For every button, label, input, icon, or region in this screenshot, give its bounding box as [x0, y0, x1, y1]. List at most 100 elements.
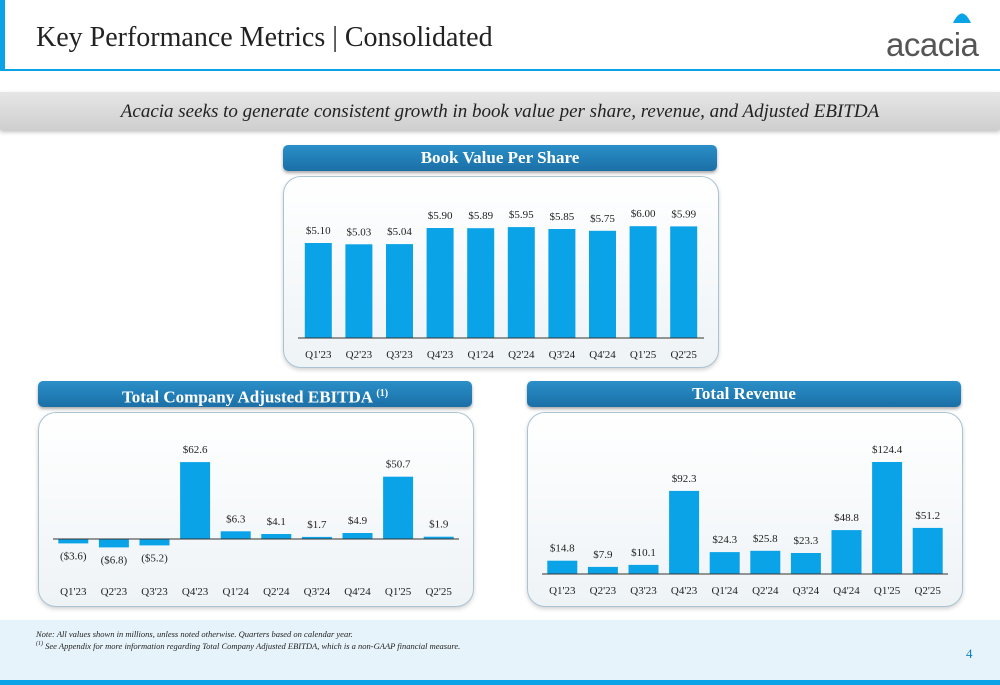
bvps-data-label: $5.99: [671, 208, 696, 220]
revenue-chart-title: Total Revenue: [527, 381, 961, 407]
revenue-chart: $14.8 Q1'23 $7.9 Q2'23 $10.1 Q3'23 $92.3 Q4'23 $…: [542, 444, 948, 597]
bvps-tick-label: Q2'25: [670, 349, 697, 361]
page-number: 4: [966, 646, 973, 661]
ebitda-tick-label: Q4'24: [344, 586, 371, 598]
footer-accent-bar: [0, 680, 1000, 685]
ebitda-bar: [98, 539, 129, 548]
bvps-tick-label: Q1'24: [467, 349, 494, 361]
bvps-bar: [507, 227, 535, 338]
bvps-bar: [426, 228, 454, 338]
ebitda-bar: [139, 539, 170, 546]
bvps-data-label: $5.75: [590, 213, 615, 225]
bvps-bar: [345, 244, 373, 338]
bvps-bar: [589, 230, 616, 338]
header-accent-bar: [0, 0, 5, 70]
ebitda-data-label: ($6.8): [101, 554, 128, 566]
bvps-tick-label: Q3'24: [549, 349, 576, 361]
bvps-data-label: $5.95: [509, 209, 534, 221]
revenue-bar: [587, 566, 618, 574]
revenue-chart-panel: $14.8 Q1'23 $7.9 Q2'23 $10.1 Q3'23 $92.3 Q4'23 $…: [527, 412, 963, 607]
revenue-tick-label: Q2'25: [914, 585, 941, 597]
revenue-data-label: $92.3: [672, 473, 697, 485]
ebitda-tick-label: Q2'24: [263, 586, 290, 598]
bvps-data-label: $5.04: [387, 226, 412, 238]
footnote-marker: (1): [36, 641, 43, 648]
ebitda-data-label: $6.3: [226, 513, 246, 525]
bvps-bar: [386, 244, 413, 338]
ebitda-bar: [58, 539, 89, 544]
revenue-tick-label: Q2'24: [752, 585, 779, 597]
revenue-data-label: $23.3: [794, 535, 819, 547]
ebitda-title-footnote: (1): [376, 388, 389, 399]
ebitda-bar: [301, 536, 332, 539]
revenue-tick-label: Q3'24: [793, 585, 820, 597]
revenue-data-label: $51.2: [915, 510, 940, 522]
revenue-tick-label: Q1'24: [711, 585, 738, 597]
bvps-title-text: Book Value Per Share: [420, 148, 580, 167]
revenue-bar: [669, 490, 700, 574]
revenue-tick-label: Q1'23: [549, 585, 576, 597]
ebitda-chart: ($3.6) Q1'23 ($6.8) Q2'23 ($5.2) Q3'23 $62.6 Q4…: [53, 444, 459, 598]
revenue-bar: [831, 530, 862, 574]
revenue-bar: [547, 560, 578, 574]
revenue-bar: [912, 527, 943, 574]
revenue-tick-label: Q2'23: [590, 585, 617, 597]
bvps-tick-label: Q1'25: [630, 349, 657, 361]
page-title: Key Performance Metrics | Consolidated: [36, 22, 493, 53]
ebitda-tick-label: Q1'23: [60, 586, 87, 598]
ebitda-bar: [383, 476, 414, 539]
revenue-data-label: $124.4: [872, 444, 903, 456]
footer-band: [0, 620, 1000, 680]
ebitda-data-label: ($5.2): [141, 552, 168, 564]
bvps-tick-label: Q1'23: [305, 349, 332, 361]
ebitda-bar: [261, 534, 292, 539]
bvps-data-label: $6.00: [631, 208, 656, 220]
bvps-bar: [304, 243, 332, 338]
revenue-bar: [709, 552, 740, 574]
ebitda-tick-label: Q3'23: [141, 586, 168, 598]
revenue-title-text: Total Revenue: [692, 384, 796, 403]
revenue-tick-label: Q3'23: [630, 585, 657, 597]
revenue-data-label: $14.8: [550, 543, 575, 555]
bvps-bar: [467, 228, 495, 338]
revenue-tick-label: Q4'23: [671, 585, 698, 597]
logo-text: acacia: [886, 26, 979, 63]
ebitda-bar: [423, 536, 454, 539]
ebitda-data-label: $50.7: [386, 459, 411, 471]
ebitda-data-label: $1.9: [429, 519, 449, 531]
ebitda-tick-label: Q1'24: [222, 586, 249, 598]
revenue-tick-label: Q1'25: [874, 585, 901, 597]
banner-text: Acacia seeks to generate consistent grow…: [120, 101, 880, 122]
bvps-data-label: $5.03: [347, 226, 372, 238]
bvps-chart: $5.10 Q1'23 $5.03 Q2'23 $5.04 Q3'23 $5.90 Q4'23…: [298, 208, 704, 361]
revenue-data-label: $25.8: [753, 533, 778, 545]
bvps-tick-label: Q2'24: [508, 349, 535, 361]
acacia-logo: acacia: [882, 10, 992, 63]
footnote-values: Note: All values shown in millions, unle…: [36, 629, 353, 639]
ebitda-tick-label: Q2'23: [101, 586, 128, 598]
ebitda-tick-label: Q4'23: [182, 586, 209, 598]
revenue-bar: [790, 553, 821, 574]
bvps-chart-panel: $5.10 Q1'23 $5.03 Q2'23 $5.04 Q3'23 $5.90 Q4'23…: [283, 176, 719, 368]
revenue-bar: [872, 462, 903, 574]
ebitda-data-label: ($3.6): [60, 550, 87, 562]
bvps-bar: [670, 226, 698, 338]
ebitda-title-text: Total Company Adjusted EBITDA: [121, 387, 373, 407]
footnote-ebitda-text: See Appendix for more information regard…: [43, 641, 461, 651]
ebitda-data-label: $4.9: [348, 515, 368, 527]
bvps-data-label: $5.89: [468, 210, 493, 222]
revenue-data-label: $24.3: [712, 534, 737, 546]
revenue-bar: [628, 564, 659, 574]
bvps-bar: [629, 226, 657, 338]
ebitda-data-label: $4.1: [267, 516, 286, 528]
ebitda-bar: [220, 531, 251, 539]
ebitda-data-label: $1.7: [307, 519, 327, 531]
bvps-tick-label: Q4'24: [589, 349, 616, 361]
ebitda-bar: [342, 533, 373, 539]
ebitda-tick-label: Q1'25: [385, 586, 412, 598]
ebitda-chart-title: Total Company Adjusted EBITDA (1): [38, 381, 472, 407]
ebitda-tick-label: Q2'25: [425, 586, 452, 598]
ebitda-chart-panel: ($3.6) Q1'23 ($6.8) Q2'23 ($5.2) Q3'23 $62.6 Q4…: [38, 412, 474, 607]
header-divider: [0, 69, 1000, 71]
bvps-tick-label: Q2'23: [346, 349, 373, 361]
